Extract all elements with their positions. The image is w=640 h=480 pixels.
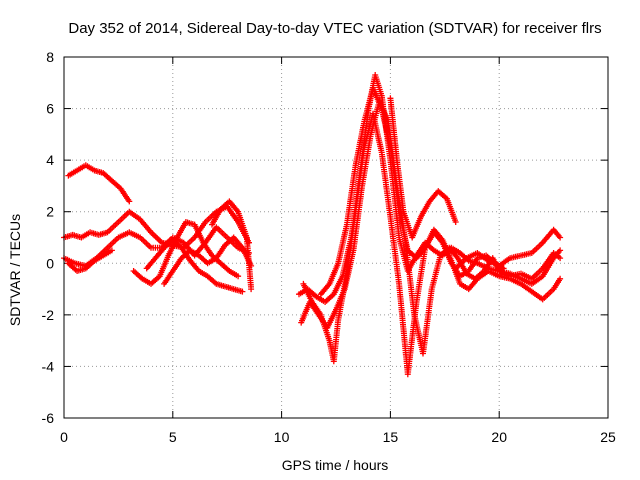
series-s7 (161, 234, 255, 287)
y-tick-label: -4 (42, 358, 55, 374)
series-s6 (143, 237, 246, 295)
data-point (143, 237, 246, 295)
data-point (65, 247, 115, 274)
data-point (387, 95, 459, 241)
y-tick-label: 6 (46, 101, 54, 117)
x-axis-label: GPS time / hours (282, 457, 389, 473)
y-axis-label: SDTVAR / TECUs (7, 214, 23, 326)
series-s2 (61, 203, 252, 251)
data-point (317, 84, 507, 298)
x-tick-label: 20 (491, 429, 507, 445)
series-s14 (452, 226, 564, 272)
x-tick-label: 15 (383, 429, 399, 445)
series-s4 (65, 247, 115, 274)
x-tick-label: 10 (274, 429, 290, 445)
data-point (300, 110, 564, 378)
y-tick-label: -2 (42, 307, 55, 323)
data-point (130, 219, 242, 287)
x-tick-label: 5 (169, 429, 177, 445)
data-point (452, 226, 564, 272)
grid-lines (64, 57, 608, 418)
data-point (209, 198, 255, 293)
x-tick-label: 0 (60, 429, 68, 445)
data-point (61, 203, 252, 251)
series-s1 (65, 162, 133, 205)
series-s8 (209, 198, 255, 293)
y-tick-label: 0 (46, 255, 54, 271)
data-point (65, 162, 133, 205)
series-s11 (300, 110, 564, 378)
series-s12 (387, 95, 459, 241)
plot-frame (63, 56, 609, 419)
series-s13 (317, 84, 507, 298)
data-points (61, 72, 564, 378)
y-tick-label: 2 (46, 204, 54, 220)
chart-title: Day 352 of 2014, Sidereal Day-to-day VTE… (68, 20, 601, 37)
y-tick-label: -6 (42, 410, 55, 426)
x-tick-label: 25 (600, 429, 616, 445)
data-point (161, 234, 255, 287)
y-tick-label: 4 (46, 152, 54, 168)
y-tick-label: 8 (46, 49, 54, 65)
series-s5 (130, 219, 242, 287)
